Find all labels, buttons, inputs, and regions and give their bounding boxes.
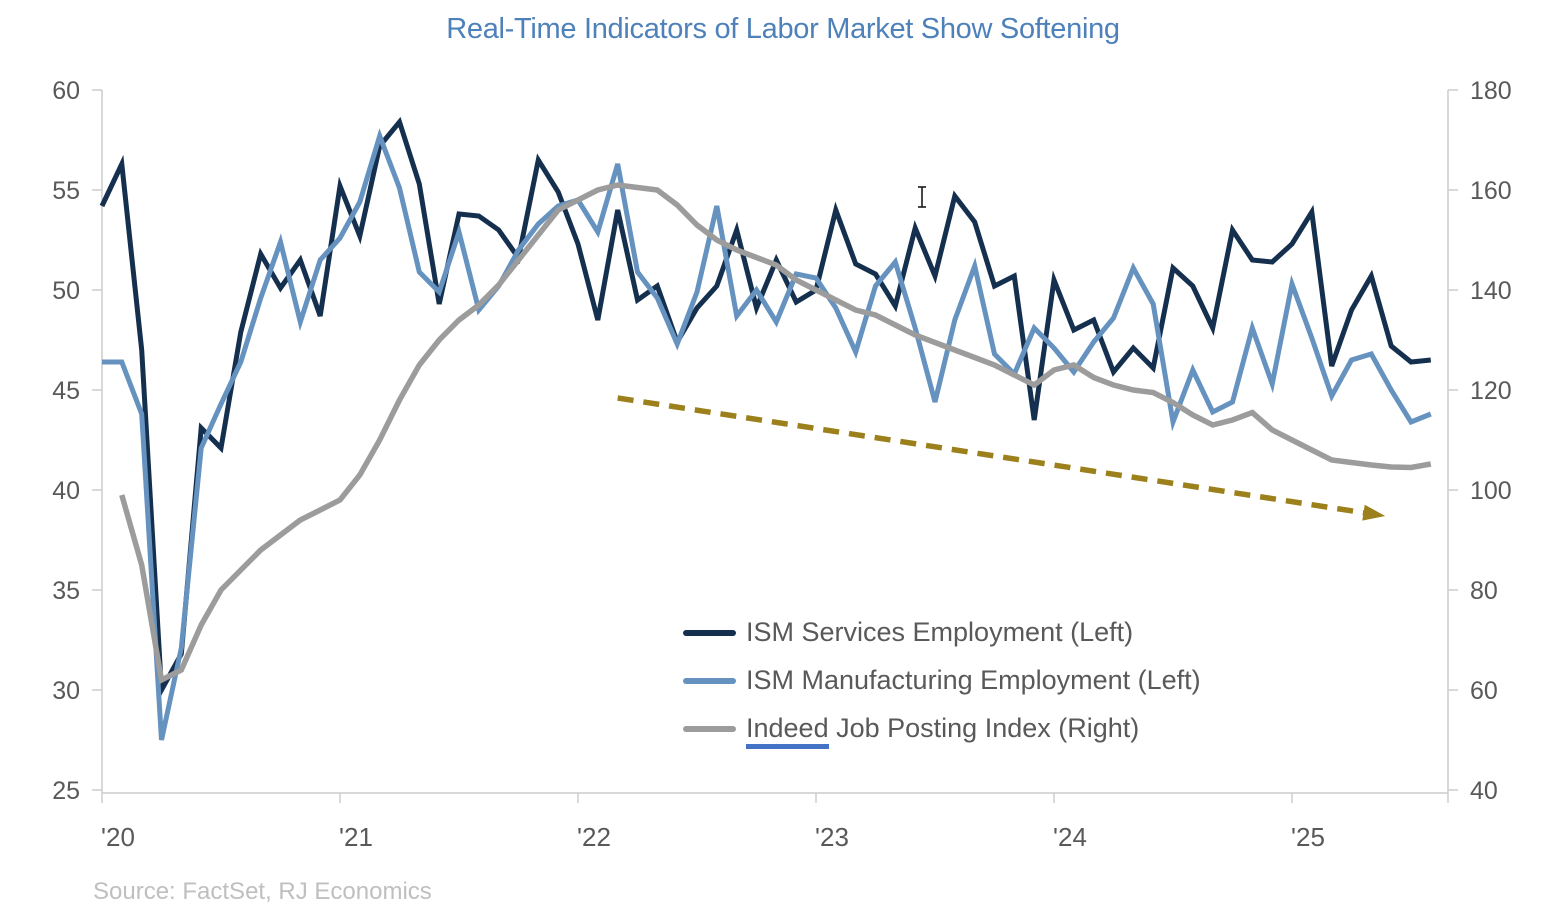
x-tick-label: '21 xyxy=(339,822,373,852)
y-left-tick-label: 55 xyxy=(52,177,80,205)
y-right-tick-label: 100 xyxy=(1470,477,1512,505)
y-left-tick-label: 50 xyxy=(52,277,80,305)
series-line-ism-manufacturing-employment xyxy=(102,128,1432,741)
text-cursor-ibeam xyxy=(918,186,926,208)
series-lines xyxy=(99,116,1432,741)
y-right-tick-label: 40 xyxy=(1470,777,1498,805)
y-left-tick-label: 25 xyxy=(52,777,80,805)
x-tick-label: '24 xyxy=(1053,822,1087,852)
y-right-tick-label: 60 xyxy=(1470,677,1498,705)
legend-label-indeed: Indeed Job Posting Index (Right) xyxy=(746,713,1140,744)
legend-label-indeed-rest: Job Posting Index (Right) xyxy=(828,713,1140,744)
y-left-tick-label: 45 xyxy=(52,377,80,405)
x-tick-label: '20 xyxy=(101,822,135,852)
legend-label-services: ISM Services Employment (Left) xyxy=(746,617,1134,648)
y-left-tick-label: 60 xyxy=(52,77,80,105)
y-right-tick-label: 180 xyxy=(1470,77,1512,105)
legend-label-indeed-underlined: Indeed xyxy=(746,713,829,744)
source-note: Source: FactSet, RJ Economics xyxy=(93,878,432,905)
y-left-tick-label: 35 xyxy=(52,577,80,605)
y-right-tick-label: 160 xyxy=(1470,177,1512,205)
x-tick-label: '22 xyxy=(577,822,611,852)
legend-swatch-services xyxy=(683,630,736,636)
legend-swatch-indeed xyxy=(683,726,736,732)
y-right-tick-label: 120 xyxy=(1470,377,1512,405)
x-tick-label: '23 xyxy=(815,822,849,852)
chart-title: Real-Time Indicators of Labor Market Sho… xyxy=(446,13,1120,45)
legend-label-manufacturing: ISM Manufacturing Employment (Left) xyxy=(746,665,1201,696)
series-line-ism-services-employment xyxy=(99,116,1432,699)
series-line-indeed-job-posting-index xyxy=(119,182,1432,685)
y-right-tick-label: 140 xyxy=(1470,277,1512,305)
legend-swatch-manufacturing xyxy=(683,678,736,684)
y-left-tick-label: 30 xyxy=(52,677,80,705)
legend: ISM Services Employment (Left) ISM Manuf… xyxy=(683,616,1201,760)
y-left-tick-label: 40 xyxy=(52,477,80,505)
y-right-tick-label: 80 xyxy=(1470,577,1498,605)
legend-item-services: ISM Services Employment (Left) xyxy=(683,616,1201,650)
x-tick-label: '25 xyxy=(1291,822,1325,852)
legend-item-manufacturing: ISM Manufacturing Employment (Left) xyxy=(683,664,1201,698)
axes: 60 55 50 45 40 35 30 25 180 160 140 120 100 80 60 40 '20… xyxy=(52,77,1512,852)
legend-item-indeed: Indeed Job Posting Index (Right) xyxy=(683,712,1201,746)
trend-arrow xyxy=(617,395,1386,521)
